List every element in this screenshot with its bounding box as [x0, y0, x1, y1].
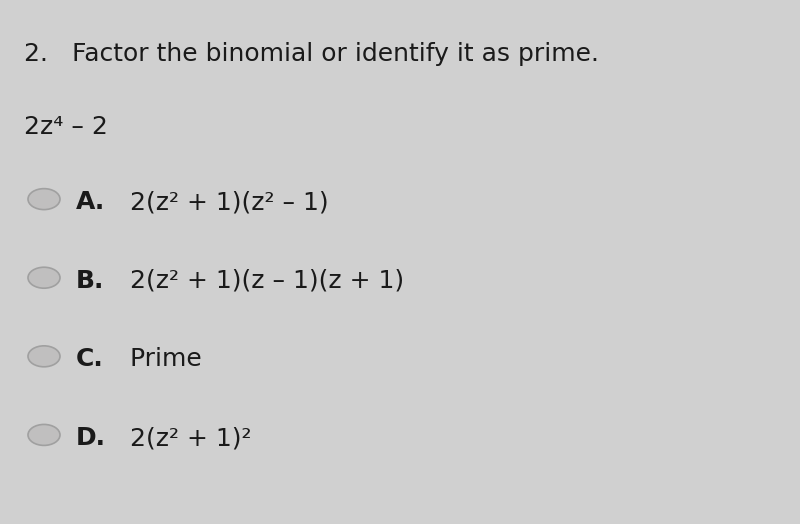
Text: 2(z² + 1)²: 2(z² + 1)²: [122, 426, 252, 450]
Text: Prime: Prime: [122, 347, 202, 372]
Text: 2(z² + 1)(z² – 1): 2(z² + 1)(z² – 1): [122, 190, 329, 214]
Text: C.: C.: [76, 347, 104, 372]
Text: 2.   Factor the binomial or identify it as prime.: 2. Factor the binomial or identify it as…: [24, 42, 599, 66]
Text: 2(z² + 1)(z – 1)(z + 1): 2(z² + 1)(z – 1)(z + 1): [122, 269, 405, 293]
Text: D.: D.: [76, 426, 106, 450]
Circle shape: [28, 189, 60, 210]
Circle shape: [28, 346, 60, 367]
Text: A.: A.: [76, 190, 106, 214]
Text: B.: B.: [76, 269, 104, 293]
Circle shape: [28, 424, 60, 445]
Circle shape: [28, 267, 60, 288]
Text: 2z⁴ – 2: 2z⁴ – 2: [24, 115, 108, 139]
